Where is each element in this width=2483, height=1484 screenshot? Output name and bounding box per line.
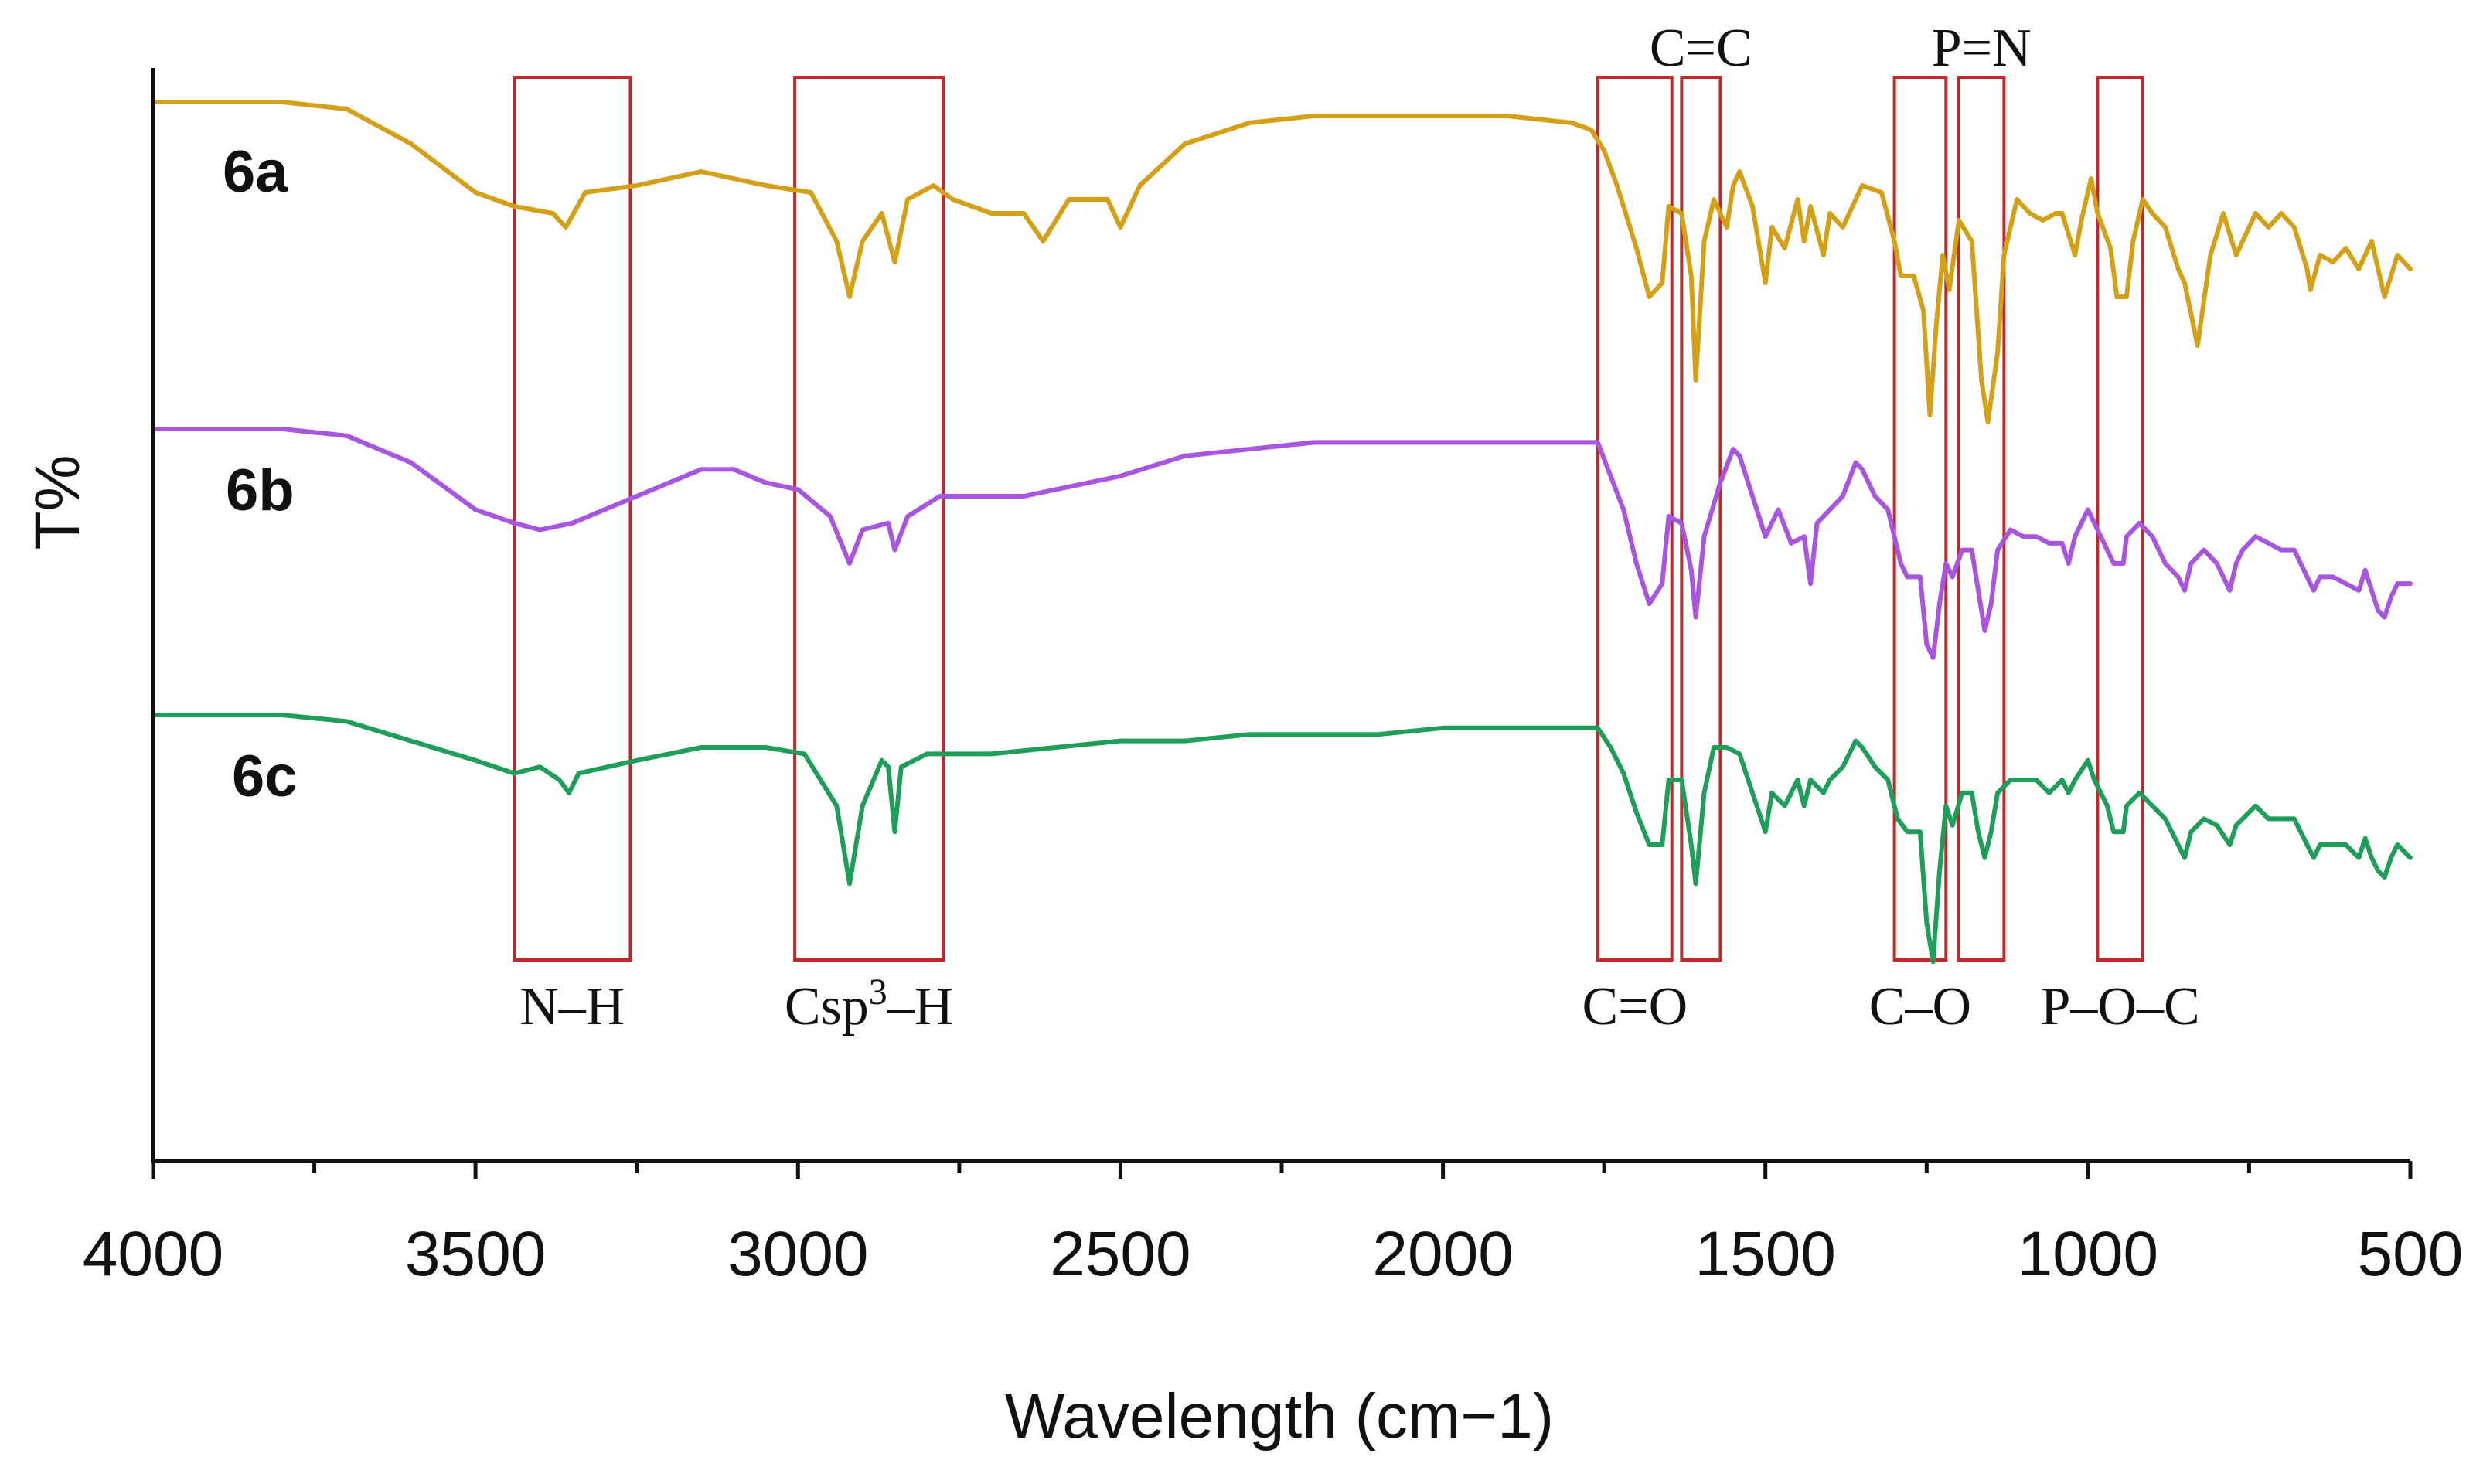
- series-line-6c: [151, 713, 2413, 965]
- band-box-5: [1957, 76, 2006, 962]
- series-labels: 6a 6b 6c: [223, 139, 298, 809]
- series-line-6b: [151, 427, 2413, 660]
- band-box-1: [793, 76, 945, 962]
- x-tick-label-4000: 4000: [83, 1219, 223, 1289]
- band-label-3: C=C: [1650, 19, 1752, 78]
- band-box-0: [513, 76, 632, 962]
- series-label-6a: 6a: [223, 139, 288, 205]
- band-label-2: C=O: [1582, 977, 1688, 1036]
- x-tick-label-500: 500: [2358, 1219, 2464, 1289]
- x-tick-label-2000: 2000: [1372, 1219, 1513, 1289]
- band-label-6: P–O–C: [2041, 977, 2200, 1036]
- band-label-0: N–H: [519, 977, 625, 1036]
- band-box-3: [1680, 76, 1722, 962]
- x-axis-ticks: 4000 3500 3000 2500 2000 1500 1000 500: [83, 1161, 2464, 1289]
- spectra-series: [151, 100, 2413, 965]
- band-label-5: P=N: [1932, 19, 2032, 78]
- x-tick-label-1000: 1000: [2018, 1219, 2158, 1289]
- band-box-6: [2096, 76, 2144, 962]
- x-tick-label-3500: 3500: [405, 1219, 546, 1289]
- band-highlights: N–H Csp3–H C=O C=C C–O P=N P–O–C: [513, 19, 2200, 1036]
- y-axis-title: T%: [22, 455, 93, 550]
- series-label-6b: 6b: [226, 458, 295, 523]
- x-axis-title: Wavelength (cm−1): [1005, 1381, 1554, 1452]
- band-box-2: [1596, 76, 1674, 962]
- series-label-6c: 6c: [232, 744, 298, 809]
- x-tick-label-3000: 3000: [727, 1219, 868, 1289]
- series-line-6a: [151, 100, 2413, 424]
- band-label-4: C–O: [1869, 977, 1971, 1036]
- x-tick-label-1500: 1500: [1695, 1219, 1835, 1289]
- x-tick-label-2500: 2500: [1050, 1219, 1190, 1289]
- band-box-4: [1892, 76, 1948, 962]
- band-label-1: Csp3–H: [785, 972, 954, 1036]
